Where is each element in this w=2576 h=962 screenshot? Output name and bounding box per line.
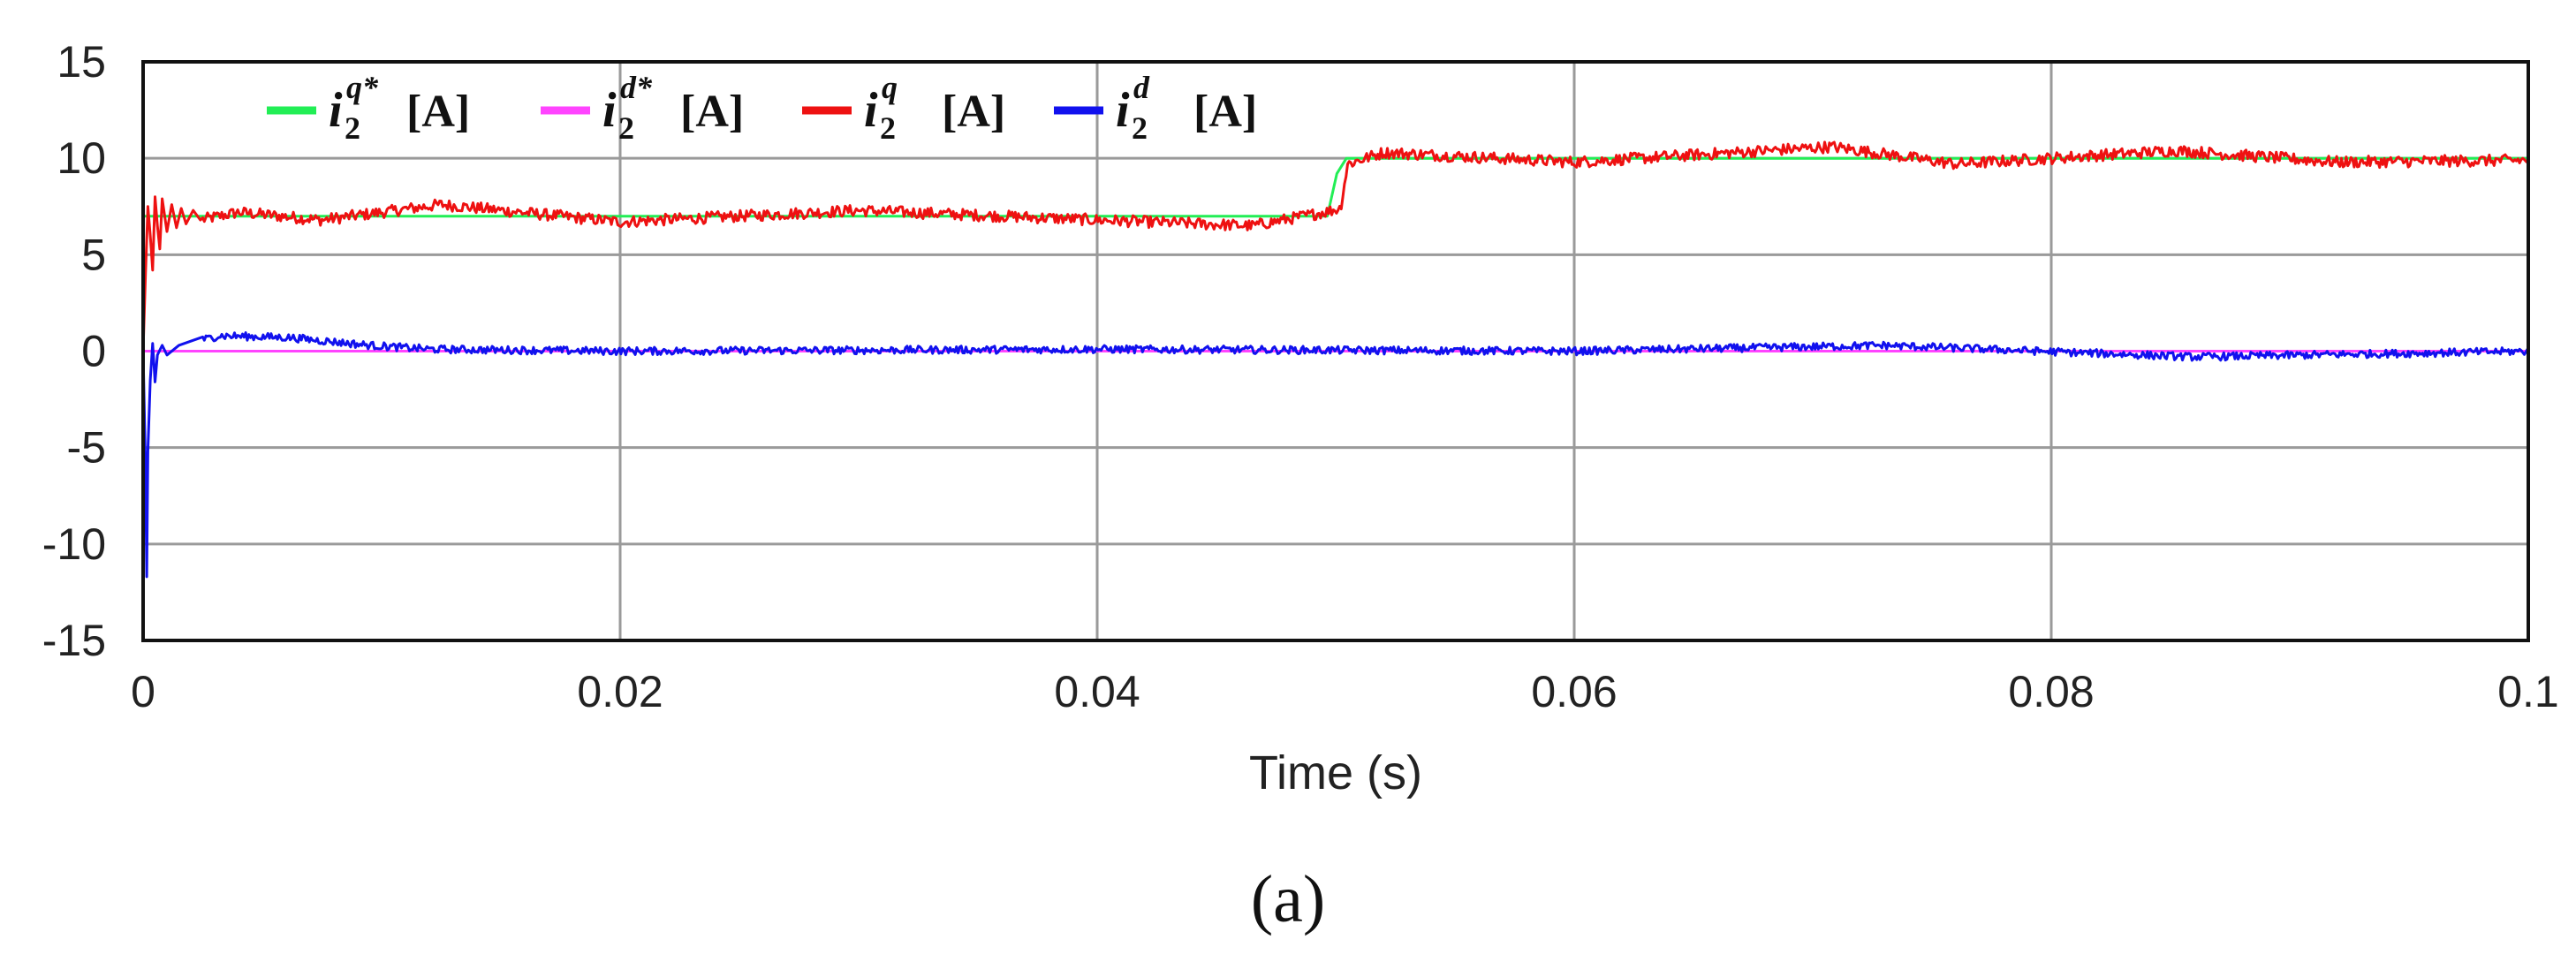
y-tick-label: 15 xyxy=(57,37,106,87)
x-tick-label: 0.1 xyxy=(2497,667,2559,716)
legend-subscript: 2 xyxy=(1132,110,1148,146)
x-tick-label: 0.02 xyxy=(577,667,663,716)
series-line-3 xyxy=(141,331,2529,579)
legend: i 2q* [A] i 2d* [A] i 2q [A] i 2d [A] xyxy=(267,70,1257,146)
legend-symbol: i xyxy=(864,83,878,138)
legend-unit: [A] xyxy=(1193,87,1257,137)
y-tick-label: -10 xyxy=(42,519,106,569)
x-tick-label: 0.04 xyxy=(1054,667,1140,716)
legend-unit: [A] xyxy=(406,87,470,137)
legend-unit: [A] xyxy=(942,87,1005,137)
x-tick-label: 0.08 xyxy=(2008,667,2094,716)
legend-subscript: 2 xyxy=(345,110,360,146)
legend-entry: i 2 q [A] xyxy=(802,70,1005,146)
x-tick-label: 0 xyxy=(131,667,155,716)
figure-caption: (a) xyxy=(1250,862,1326,936)
y-tick-label: 10 xyxy=(57,133,106,183)
legend-superscript: q* xyxy=(346,70,379,105)
legend-symbol: i xyxy=(1116,83,1130,138)
x-axis-title: Time (s) xyxy=(1249,746,1422,799)
x-tick-label: 0.06 xyxy=(1531,667,1617,716)
legend-entry: i 2 q* [A] xyxy=(267,70,470,146)
y-tick-label: 5 xyxy=(81,230,106,279)
series-layer xyxy=(141,140,2529,579)
legend-entry: i 2 d* [A] xyxy=(541,70,744,146)
plot-frame xyxy=(141,60,2530,642)
legend-entry: i 2 d [A] xyxy=(1054,70,1257,146)
y-tick-label: -5 xyxy=(67,423,106,473)
legend-subscript: 2 xyxy=(880,110,896,146)
legend-superscript: d xyxy=(1133,70,1150,105)
legend-subscript: 2 xyxy=(618,110,634,146)
legend-unit: [A] xyxy=(680,87,744,137)
legend-superscript: q xyxy=(882,70,898,105)
legend-symbol: i xyxy=(329,83,343,138)
tick-labels: 0 0.02 0.04 0.06 0.08 0.1 15 10 5 0 -5 -10 -15 xyxy=(42,37,2559,716)
y-tick-label: -15 xyxy=(42,616,106,665)
legend-symbol: i xyxy=(602,83,617,138)
legend-superscript: d* xyxy=(620,70,653,105)
y-tick-label: 0 xyxy=(81,327,106,376)
series-line-2 xyxy=(141,140,2529,352)
